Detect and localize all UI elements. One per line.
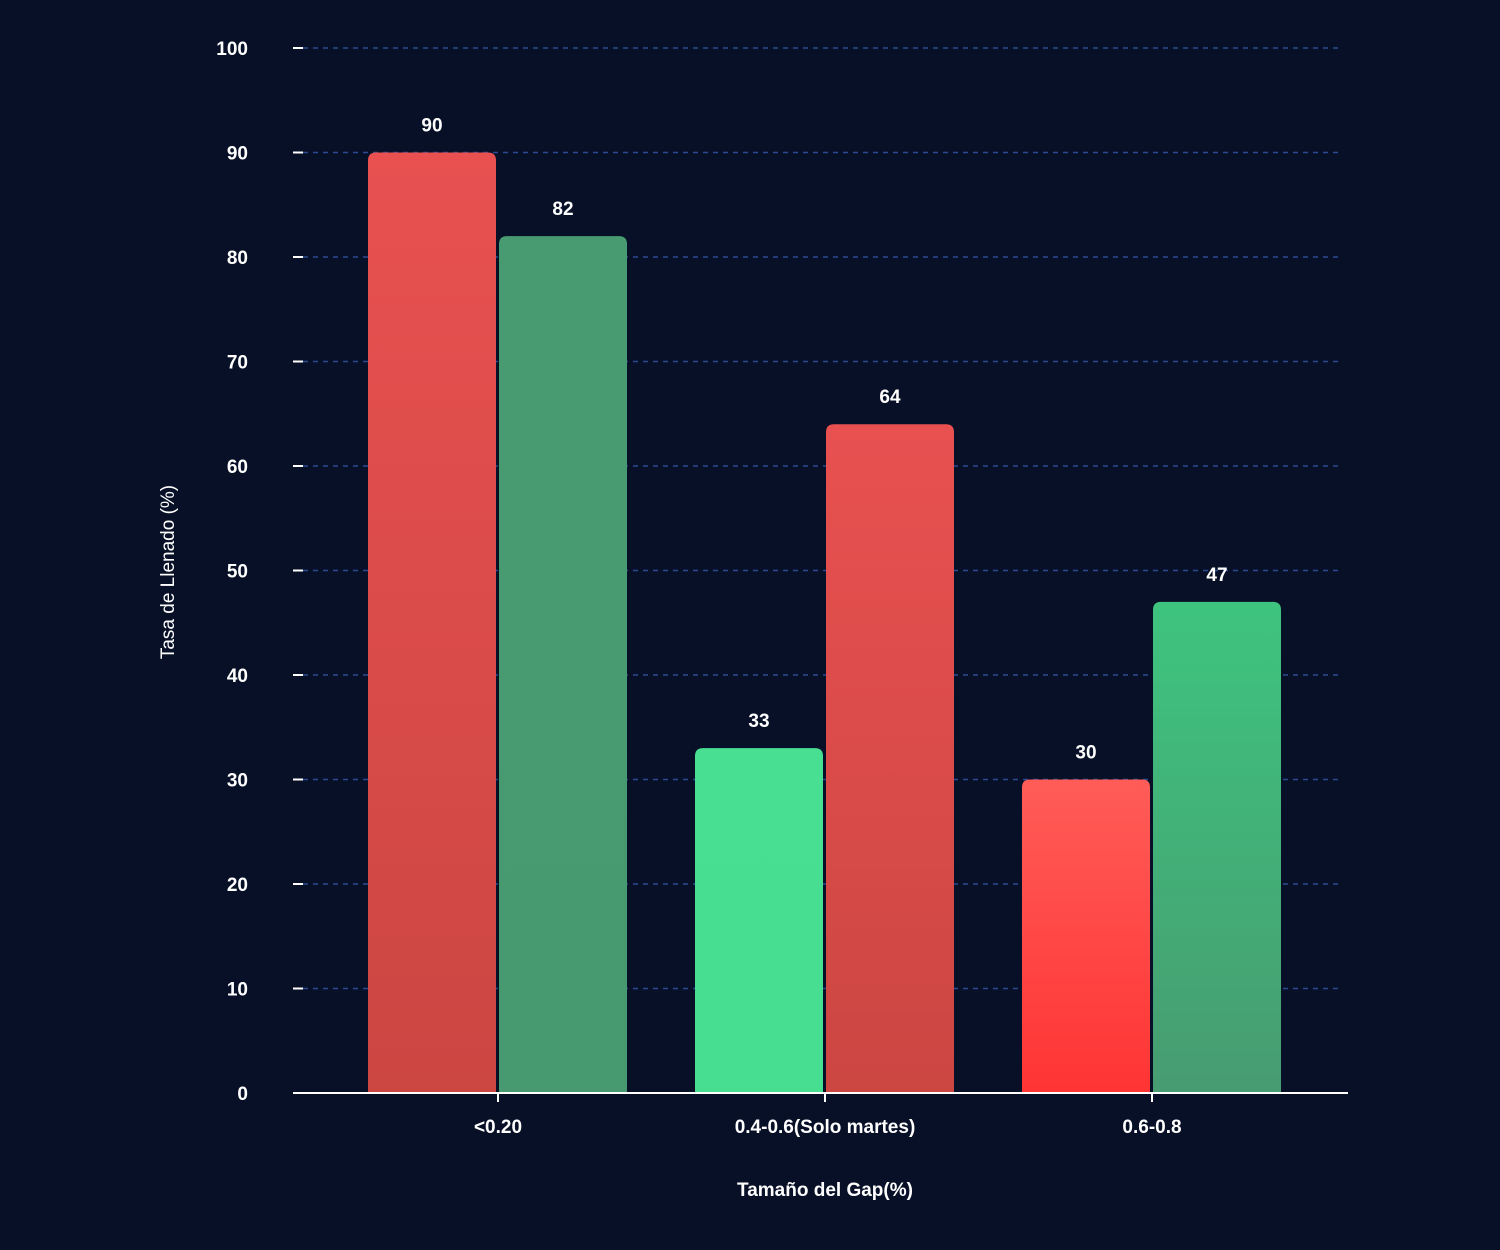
bar-value-label: 30 [1075, 743, 1096, 764]
bar-value-label: 33 [748, 711, 769, 732]
bar [695, 748, 823, 1093]
x-tick-label: 0.6-0.8 [1122, 1117, 1181, 1138]
bar-value-label: 47 [1206, 565, 1227, 586]
x-axis: <0.20 0.4-0.6(Solo martes) 0.6-0.8 [293, 1092, 1348, 1138]
value-labels: 90 82 33 64 30 47 [421, 116, 1227, 764]
bar [1022, 779, 1150, 1093]
y-tick-label: 90 [227, 144, 248, 165]
bar-value-label: 90 [421, 116, 442, 137]
x-tick-label: 0.4-0.6(Solo martes) [735, 1117, 916, 1138]
y-tick-label: 50 [227, 562, 248, 583]
y-tick-label: 20 [227, 875, 248, 896]
y-axis-ticks: 0 10 20 30 40 50 60 70 80 90 100 [216, 39, 303, 1105]
bar [499, 236, 627, 1094]
y-tick-label: 60 [227, 457, 248, 478]
bar-value-label: 64 [879, 387, 901, 408]
y-tick-label: 30 [227, 771, 248, 792]
y-tick-label: 70 [227, 353, 248, 374]
bar-value-label: 82 [552, 199, 573, 220]
y-tick-label: 0 [237, 1084, 248, 1105]
y-tick-label: 40 [227, 666, 248, 687]
x-tick-label: <0.20 [474, 1117, 522, 1138]
bar [1153, 601, 1281, 1093]
bar [368, 152, 496, 1093]
bar [826, 424, 954, 1093]
y-axis-title: Tasa de Llenado (%) [158, 485, 179, 659]
bars [368, 152, 1281, 1094]
y-tick-label: 10 [227, 980, 248, 1001]
y-tick-label: 100 [216, 39, 248, 60]
y-tick-label: 80 [227, 248, 248, 269]
x-axis-title: Tamaño del Gap(%) [737, 1180, 913, 1201]
